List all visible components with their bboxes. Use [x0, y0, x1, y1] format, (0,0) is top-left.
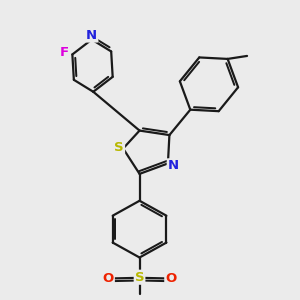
Text: N: N [86, 28, 97, 41]
Text: S: S [114, 141, 124, 154]
Text: O: O [165, 272, 176, 285]
Text: O: O [103, 272, 114, 285]
Text: F: F [59, 46, 69, 59]
Text: N: N [168, 159, 179, 172]
Text: S: S [135, 271, 144, 284]
